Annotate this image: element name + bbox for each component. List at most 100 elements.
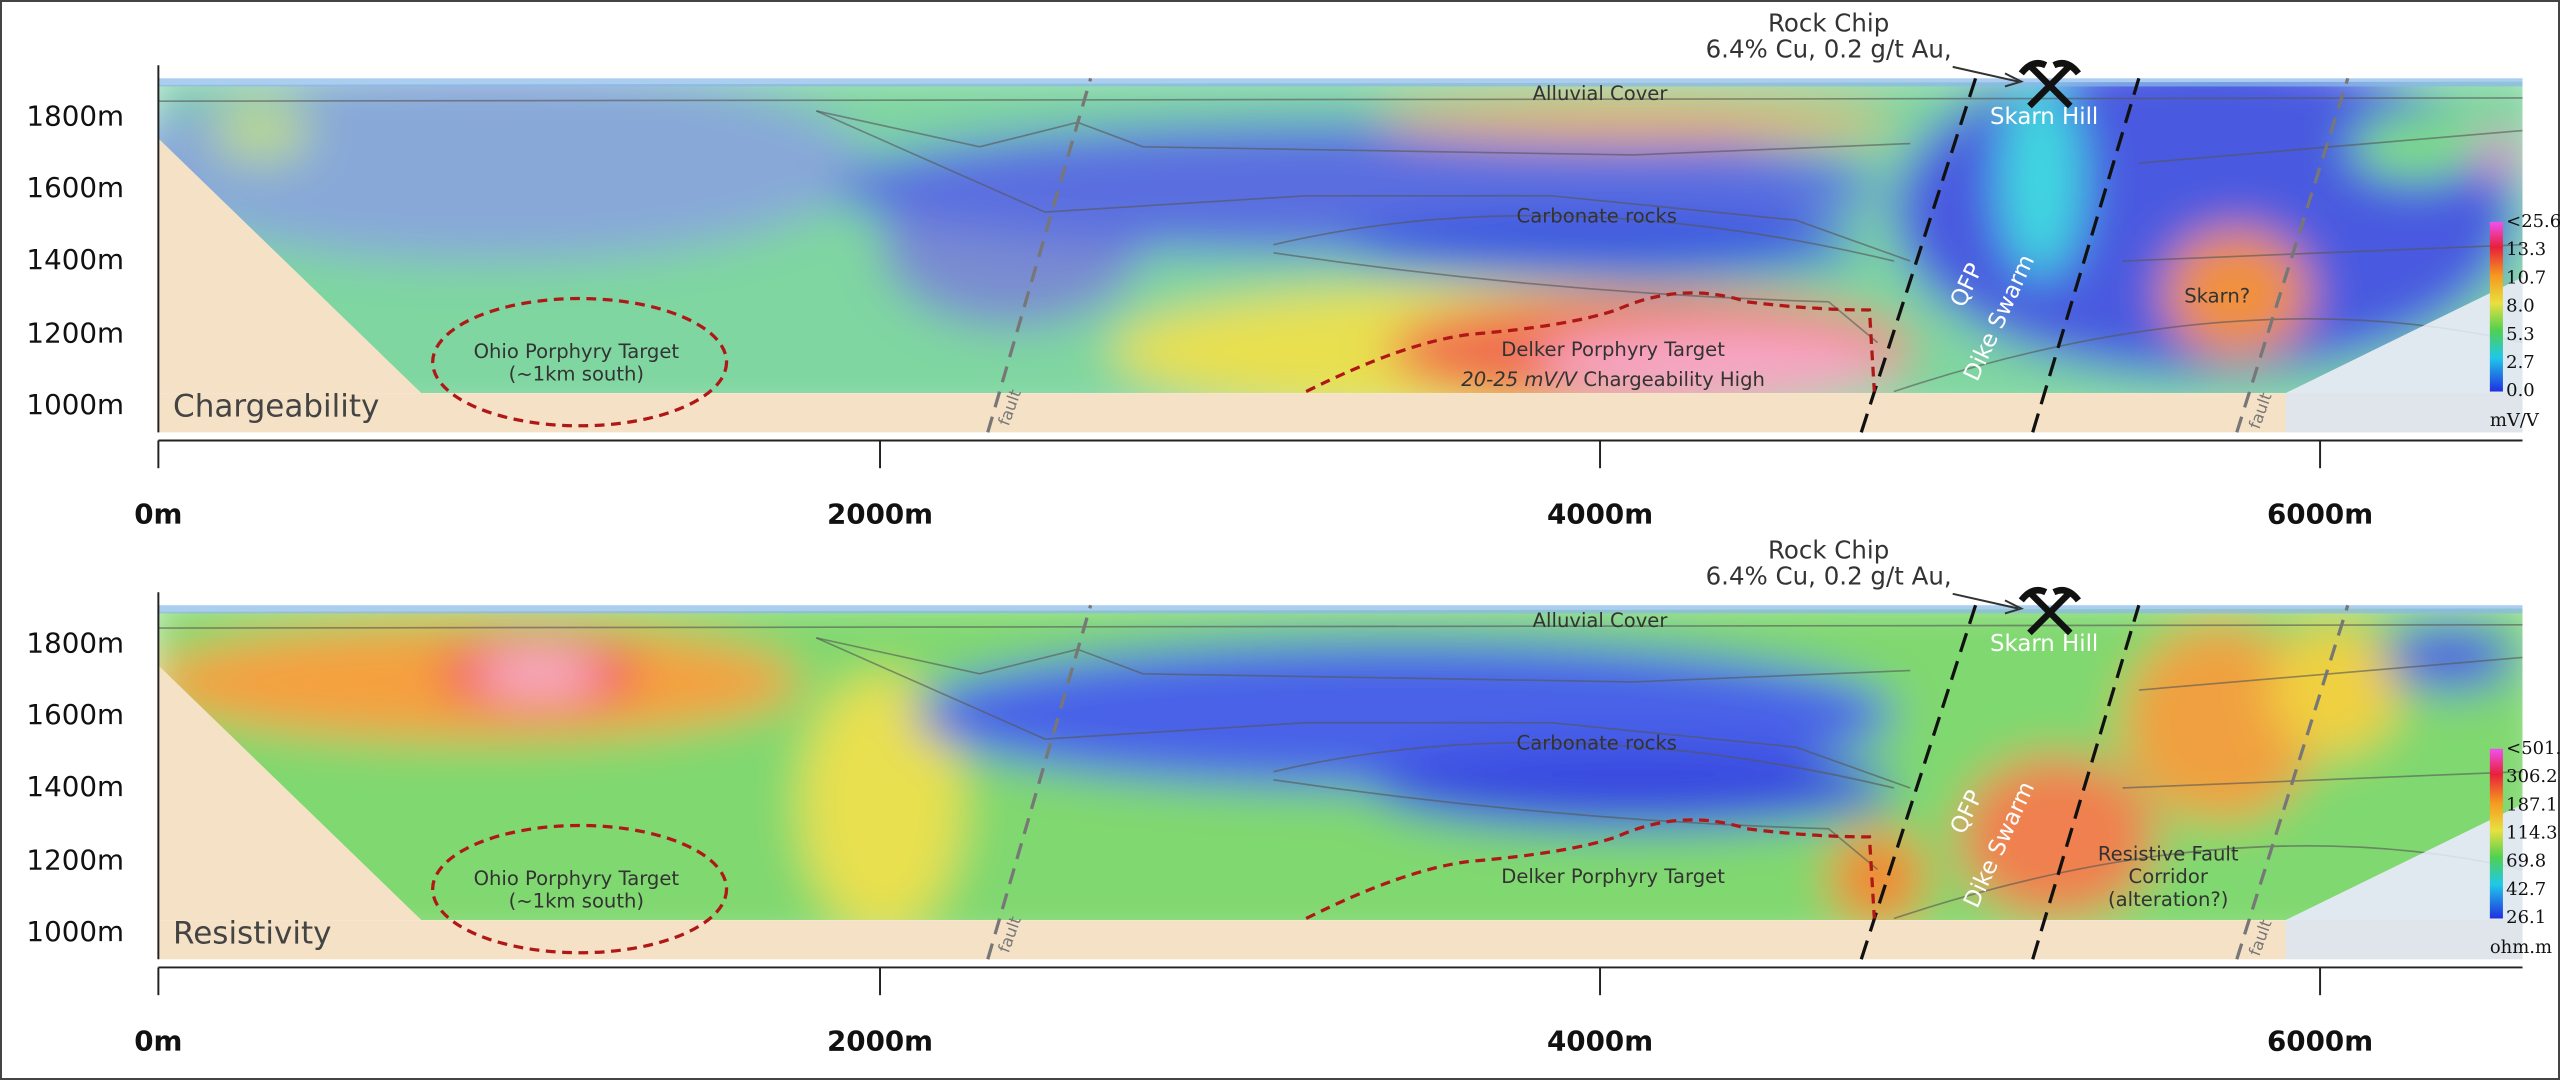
annotation: 20-25 mV/V Chargeability High [1461,368,1765,391]
heat-blob [212,97,311,164]
x-tick-label: 4000m [1547,1024,1653,1057]
annotation: Delker Porphyry Target [1501,865,1725,888]
annotation: (alteration?) [2108,888,2228,911]
colorbar-label: 13.3 [2506,239,2546,260]
rock-chip-icon [2018,60,2082,109]
colorbar-unit: ohm.m [2490,937,2552,958]
heat-blob [1338,212,1862,278]
y-tick-label: 1200m [26,316,124,349]
basement-right [2285,277,2523,433]
y-tick-label: 1600m [26,171,124,204]
annotation-italic: 20-25 mV/V [1461,368,1578,391]
dike-boundary [2031,77,2141,433]
basement [158,393,2523,433]
colorbar-label: 10.7 [2506,267,2546,288]
colorbar-label: 0.0 [2506,380,2535,401]
basement [158,920,2523,960]
alluvial-strip [158,605,2523,614]
annotation: Carbonate rocks [1517,204,1677,227]
geology-line [1273,214,1895,262]
geology-line [1273,779,1879,871]
target-outline [431,296,729,428]
fault-line [986,604,1093,960]
heat-blob [2163,228,2311,359]
heat-blob [1371,102,1894,142]
heat-blob [473,652,605,695]
geology-line [2138,656,2523,691]
x-tick-label: 0m [134,498,182,531]
annotation: Carbonate rocks [1517,731,1677,754]
geology-line [158,97,2523,102]
rock-chip-arrow [1952,65,2024,88]
colorbar-label: <501.2 [2506,738,2560,759]
x-tick-label: 6000m [2267,498,2373,531]
y-tick-label: 1800m [26,626,124,659]
colorbar-label: 187.1 [2506,794,2557,815]
colorbar-label: 26.1 [2506,907,2546,928]
x-tick-label: 2000m [827,1024,933,1057]
annotation: Alluvial Cover [1533,82,1669,105]
colorbar-label: 5.3 [2506,324,2535,345]
geology-line [816,637,1911,789]
geology-line [816,110,1911,262]
annotation: Alluvial Cover [1533,609,1669,632]
target-outline [431,823,729,955]
heat-blob [1534,326,1894,394]
heat-blob [2383,624,2515,691]
heat-blob [1959,755,2156,919]
geology [158,97,2523,393]
x-tick-label: 4000m [1547,498,1653,531]
heat-blob [1371,747,1894,829]
heat-blob [800,673,964,921]
fault-line [986,77,1093,433]
heat-blob [1828,828,1927,921]
annotation: (~1km south) [509,890,645,913]
fault-line [2235,604,2350,960]
basement-right [2285,804,2523,960]
annotation: (~1km south) [509,363,645,386]
geology-line [1273,252,1879,344]
y-tick-label: 1200m [26,843,124,876]
colorbar-unit: mV/V [2490,410,2540,431]
y-tick-label: 1600m [26,698,124,731]
heat-blob [2122,624,2319,821]
y-tick-label: 1400m [26,243,124,276]
target-outline [1305,818,1876,920]
geology-line [158,624,2523,629]
panel-label: Resistivity [173,915,331,951]
panel-label: Chargeability [173,388,379,424]
y-tick-label: 1800m [26,99,124,132]
colorbar-label: 114.3 [2506,822,2557,843]
section [158,81,2523,394]
annotation: Delker Porphyry Target [1501,338,1725,361]
heat-blob [2000,81,2082,278]
annotation: Resistive Fault [2098,842,2239,865]
annotation: Skarn Hill [1990,631,2098,657]
rock-chip-arrow [1952,592,2024,615]
basement-left [158,138,422,394]
heat-blob [2351,114,2482,180]
geology-line [2122,243,2523,262]
rock-chip-icon [2018,586,2082,636]
colorbar-label: 306.2 [2506,766,2557,787]
alluvial-strip [158,78,2523,87]
annotation: Chargeability High [1583,368,1765,391]
x-tick-label: 0m [134,1024,182,1057]
y-tick-label: 1400m [26,770,124,803]
geology [158,624,2523,920]
heat-blob [2475,135,2521,175]
annotation: Skarn Hill [1990,104,2098,130]
y-tick-label: 1000m [26,388,124,421]
colorbar-label: 2.7 [2506,352,2535,373]
heat-blob [2269,624,2401,756]
fault-line [2235,77,2350,433]
dike-boundary [1859,604,1978,960]
dike-boundary [1859,77,1978,433]
heatmap [158,81,2523,394]
colorbar-label: 42.7 [2506,879,2546,900]
colorbar [2489,748,2503,919]
